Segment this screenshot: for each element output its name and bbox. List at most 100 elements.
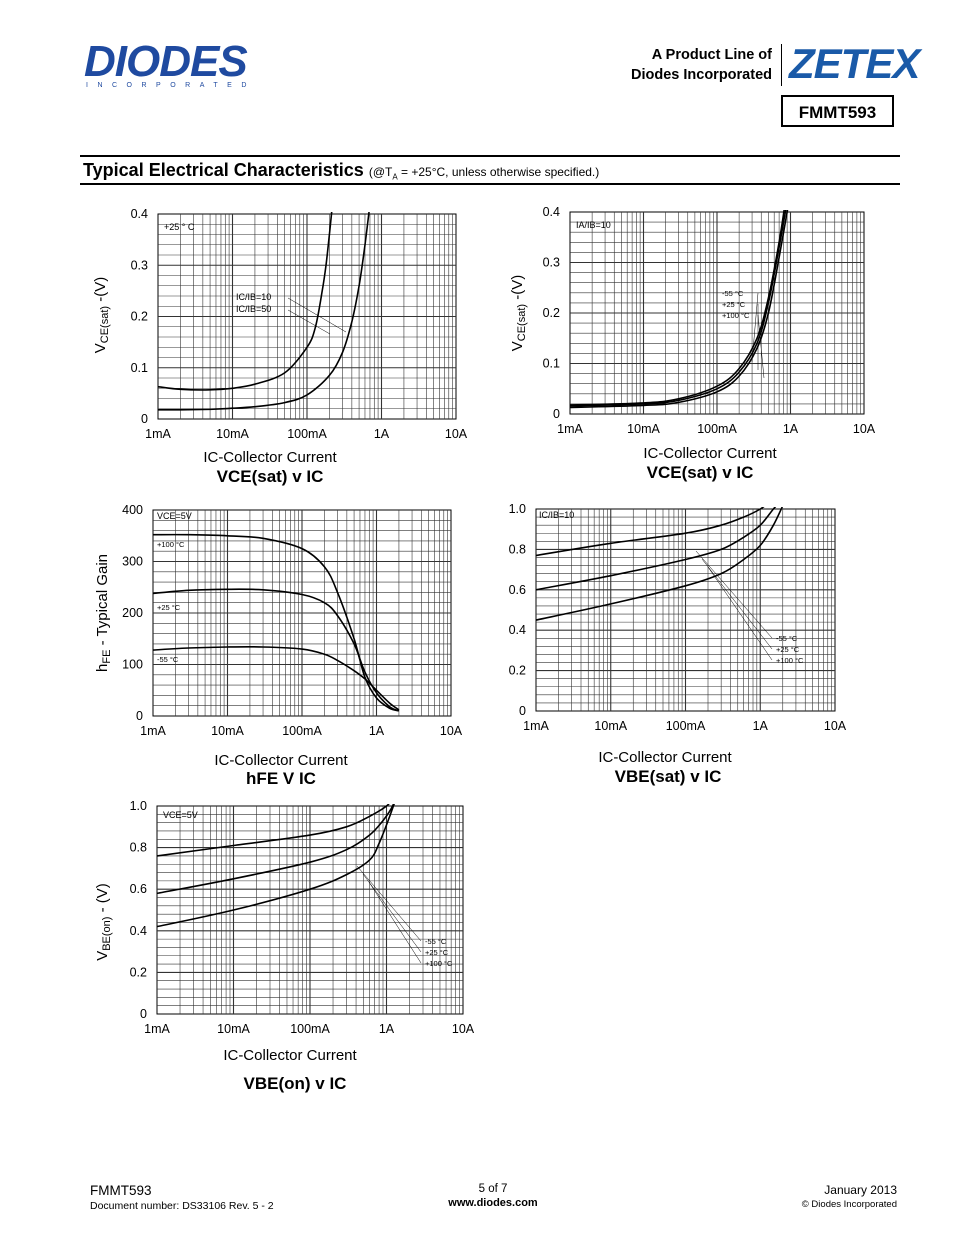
footer-part: FMMT593 <box>90 1183 152 1198</box>
y-tick-label: 0.3 <box>131 258 148 272</box>
svg-text:VBE(on) - (V): VBE(on) - (V) <box>94 883 113 961</box>
series-label: -55 °C <box>157 655 179 664</box>
series-leader <box>701 558 773 650</box>
y-tick-label: 0.8 <box>509 542 526 556</box>
series-label: -55 °C <box>776 634 798 643</box>
chart-title: VBE(sat) v IC <box>615 767 722 786</box>
chart-title: VBE(on) v IC <box>244 1074 347 1093</box>
chart-title: VCE(sat) v IC <box>217 467 324 486</box>
diodes-logo: DIODES INCORPORATED <box>84 37 256 90</box>
y-tick-label: 0.2 <box>130 965 147 979</box>
y-tick-label: 0.3 <box>543 256 560 270</box>
section-title: Typical Electrical Characteristics <box>83 160 364 180</box>
annotation-ratio-10: IC/IB=10 <box>236 292 271 302</box>
x-tick-label: 1mA <box>140 724 166 738</box>
part-number-box: FMMT593 <box>781 95 894 127</box>
x-tick-label: 100mA <box>666 719 706 733</box>
series-line <box>153 645 400 711</box>
y-tick-label: 0.2 <box>509 664 526 678</box>
diodes-logo-subtext: INCORPORATED <box>86 82 256 89</box>
chart-vbeon-ic: 1mA 10mA 100mA 1A 10A 0 0.2 0.4 0.6 0.8 1.0 -55 °C +… <box>94 799 475 1093</box>
footer-middle: 5 of 7 www.diodes.com <box>393 1183 593 1209</box>
y-tick-label: 0 <box>141 412 148 426</box>
y-tick-label: 0.4 <box>131 207 148 221</box>
y-tick-label: 0 <box>519 704 526 718</box>
x-tick-label: 10mA <box>216 427 249 441</box>
diodes-logo-text: DIODES <box>84 37 248 86</box>
x-tick-label: 10mA <box>594 719 627 733</box>
x-tick-label: 1mA <box>145 427 171 441</box>
x-axis-title: IC-Collector Current <box>214 752 348 769</box>
y-tick-label: 0 <box>136 709 143 723</box>
footer-copyright: © Diodes Incorporated <box>801 1199 897 1210</box>
annotation-ratio: IC/IB=10 <box>539 510 574 520</box>
product-line-1: A Product Line of <box>651 47 772 63</box>
series-leader <box>695 550 773 639</box>
x-tick-label: 1A <box>783 422 799 436</box>
series-leader <box>757 314 765 379</box>
y-tick-label: 100 <box>122 658 143 672</box>
x-tick-label: 1mA <box>144 1022 170 1036</box>
logo-divider <box>781 44 782 86</box>
series-label: +100 °C <box>425 959 453 968</box>
y-tick-label: 0.6 <box>130 882 147 896</box>
x-tick-label: 1A <box>753 719 769 733</box>
svg-text:VCE(sat) -(V): VCE(sat) -(V) <box>509 275 528 351</box>
series-line <box>157 804 395 928</box>
series-leader <box>362 873 422 953</box>
series-line <box>158 212 333 391</box>
series-label: +25 °C <box>722 300 746 309</box>
x-axis-title: IC-Collector Current <box>643 445 777 462</box>
x-tick-label: 10A <box>452 1022 475 1036</box>
section-rule-top <box>80 155 900 157</box>
svg-text:VCE(sat) -(V): VCE(sat) -(V) <box>92 277 111 353</box>
series-line <box>536 507 777 591</box>
series-label: +25 °C <box>776 645 800 654</box>
y-tick-label: 1.0 <box>509 502 526 516</box>
y-tick-label: 0.8 <box>130 841 147 855</box>
x-tick-label: 10A <box>853 422 876 436</box>
footer-date: January 2013 <box>824 1183 897 1197</box>
series-leader <box>751 292 759 363</box>
annotation-temp: +25 ° C <box>164 222 195 232</box>
annotation-vce: VCE=5V <box>157 511 192 521</box>
series-line <box>536 507 784 621</box>
series-label: +100 °C <box>157 540 185 549</box>
y-axis-title: VBE(on) - (V) <box>94 883 113 961</box>
series-label: +100 °C <box>722 311 750 320</box>
annotation-ratio: IA/IB=10 <box>576 220 611 230</box>
series-label: +25 °C <box>157 603 181 612</box>
x-tick-label: 10mA <box>211 724 244 738</box>
y-tick-label: 1.0 <box>130 799 147 813</box>
annotation-ratio-50: IC/IB=50 <box>236 304 271 314</box>
section-note: (@TA = +25°C, unless otherwise specified… <box>368 165 600 182</box>
y-tick-label: 200 <box>122 606 143 620</box>
section-rule-bottom <box>80 183 900 185</box>
chart-hfe-ic: 1mA 10mA 100mA 1A 10A 0 100 200 300 400 +100 °C +25… <box>94 503 463 788</box>
series-leader <box>707 566 773 661</box>
y-axis-title: VCE(sat) -(V) <box>509 275 528 351</box>
footer-right: January 2013 © Diodes Incorporated <box>802 1183 897 1210</box>
x-axis-title: IC-Collector Current <box>203 449 337 466</box>
series-line <box>153 533 400 712</box>
svg-text:hFE - Typical Gain: hFE - Typical Gain <box>94 554 113 672</box>
series-label: -55 °C <box>425 937 447 946</box>
y-axis-title: hFE - Typical Gain <box>94 554 113 672</box>
series-line <box>570 210 785 406</box>
chart-title: VCE(sat) v IC <box>647 463 754 482</box>
series-label: +100 °C <box>776 656 804 665</box>
series-line <box>158 212 370 411</box>
x-tick-label: 10mA <box>627 422 660 436</box>
x-axis-title: IC-Collector Current <box>223 1047 357 1064</box>
footer-left: FMMT593 Document number: DS33106 Rev. 5 … <box>90 1183 274 1212</box>
y-tick-label: 0.1 <box>543 357 560 371</box>
footer-website[interactable]: www.diodes.com <box>448 1197 538 1209</box>
x-tick-label: 100mA <box>290 1022 330 1036</box>
series-leader <box>287 309 331 335</box>
y-tick-label: 0.4 <box>543 205 560 219</box>
zetex-logo: ZETEX <box>789 40 920 87</box>
series-line <box>153 588 400 712</box>
y-tick-label: 0.4 <box>130 924 147 938</box>
series-label: +25 °C <box>425 948 449 957</box>
y-tick-label: 0.4 <box>509 623 526 637</box>
